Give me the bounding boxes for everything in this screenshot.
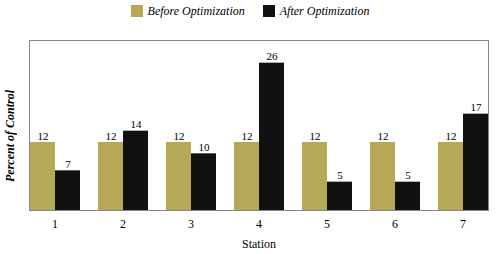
svg-text:5: 5 — [405, 169, 411, 181]
html-text:After Optimization: After Optimization — [279, 3, 370, 18]
svg-text:4: 4 — [256, 217, 262, 231]
svg-text:12: 12 — [378, 130, 389, 142]
svg-text:1: 1 — [52, 217, 58, 231]
svg-text:12: 12 — [310, 130, 321, 142]
svg-text:3: 3 — [188, 217, 194, 231]
html-text:Percent of Control: Percent of Control — [2, 90, 17, 182]
svg-text:2: 2 — [120, 217, 126, 231]
svg-text:Station: Station — [242, 237, 276, 251]
svg-text:6: 6 — [392, 217, 398, 231]
svg-text:5: 5 — [324, 217, 330, 231]
html-text:Before Optimization: Before Optimization — [147, 3, 245, 18]
svg-text:10: 10 — [199, 141, 211, 153]
svg-text:12: 12 — [242, 130, 253, 142]
svg-text:7: 7 — [65, 158, 71, 170]
svg-text:12: 12 — [106, 130, 117, 142]
svg-text:5: 5 — [337, 169, 343, 181]
svg-text:17: 17 — [471, 101, 483, 113]
svg-text:12: 12 — [174, 130, 185, 142]
svg-text:12: 12 — [446, 130, 457, 142]
svg-text:26: 26 — [267, 50, 279, 62]
svg-text:7: 7 — [460, 217, 466, 231]
svg-text:12: 12 — [38, 130, 49, 142]
svg-text:14: 14 — [131, 118, 143, 130]
